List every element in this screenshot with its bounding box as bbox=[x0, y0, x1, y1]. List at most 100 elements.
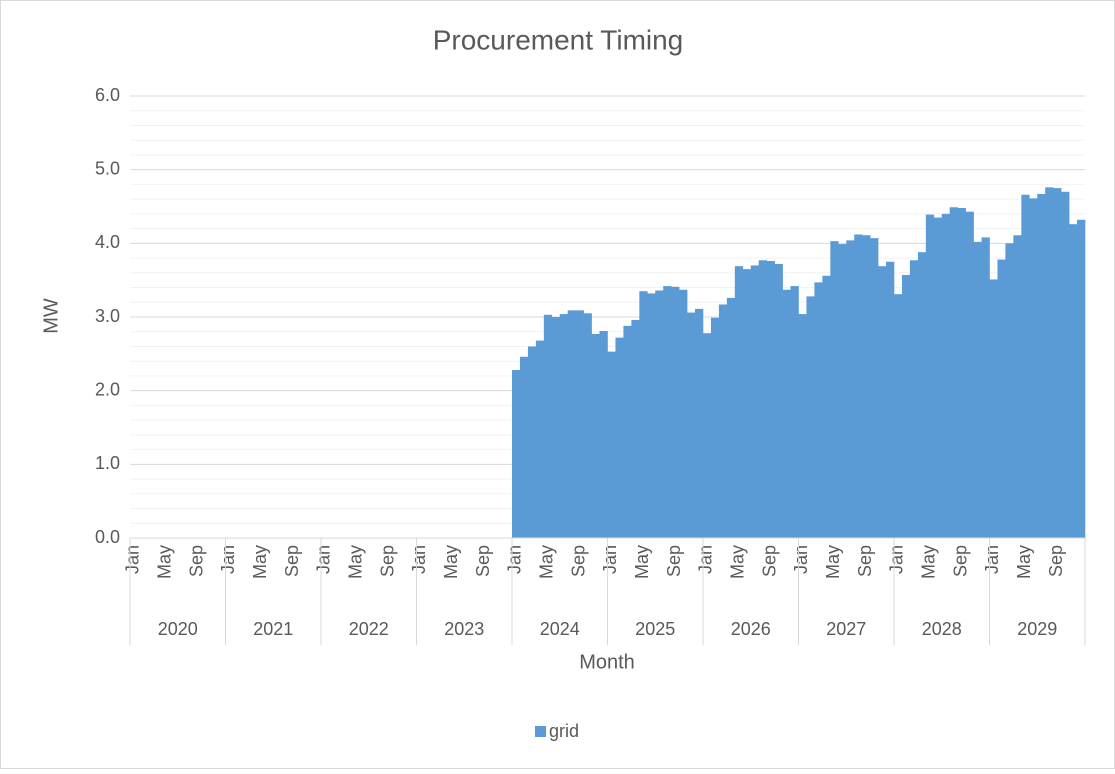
bar bbox=[758, 260, 767, 538]
bar bbox=[599, 330, 608, 538]
bar bbox=[718, 304, 728, 538]
y-tick-label: 1.0 bbox=[95, 453, 120, 473]
bar bbox=[543, 314, 553, 538]
group-label: 2026 bbox=[731, 619, 771, 639]
x-tick-label: May bbox=[1014, 545, 1034, 579]
bar bbox=[981, 237, 990, 538]
bar bbox=[591, 333, 600, 538]
bar bbox=[527, 346, 537, 538]
chart-title: Procurement Timing bbox=[433, 24, 684, 55]
x-tick-label: Sep bbox=[1046, 545, 1066, 577]
bar bbox=[790, 286, 799, 538]
group-label: 2022 bbox=[349, 619, 389, 639]
bar bbox=[559, 314, 569, 538]
y-tick-label: 5.0 bbox=[95, 158, 120, 178]
x-tick-label: Sep bbox=[282, 545, 302, 577]
bar bbox=[551, 317, 561, 538]
bar bbox=[949, 207, 958, 538]
bar bbox=[886, 261, 895, 538]
x-tick-label: May bbox=[632, 545, 652, 579]
bar bbox=[535, 340, 545, 538]
bar bbox=[965, 211, 974, 538]
group-label: 2025 bbox=[635, 619, 675, 639]
x-tick-label: May bbox=[346, 545, 366, 579]
bar bbox=[647, 293, 656, 538]
bar bbox=[655, 290, 664, 538]
bar bbox=[1029, 198, 1038, 538]
bar bbox=[742, 269, 752, 538]
y-tick-label: 6.0 bbox=[95, 85, 120, 105]
x-tick-label: Jan bbox=[505, 545, 525, 574]
x-tick-label: Sep bbox=[186, 545, 206, 577]
bar bbox=[1069, 224, 1078, 538]
bar bbox=[798, 314, 807, 538]
x-tick-label: Sep bbox=[759, 545, 779, 577]
bar bbox=[782, 289, 791, 538]
group-label: 2021 bbox=[253, 619, 293, 639]
bar bbox=[623, 325, 632, 538]
bar bbox=[687, 312, 696, 538]
bar bbox=[870, 238, 879, 538]
bar bbox=[925, 214, 935, 538]
bar bbox=[1077, 219, 1086, 538]
bar bbox=[806, 296, 815, 538]
x-tick-label: Jan bbox=[791, 545, 811, 574]
bar bbox=[933, 217, 943, 539]
x-tick-label: May bbox=[155, 545, 175, 579]
bar bbox=[989, 279, 998, 538]
x-tick-label: Jan bbox=[409, 545, 429, 574]
group-label: 2020 bbox=[158, 619, 198, 639]
bar bbox=[750, 265, 760, 538]
bar bbox=[973, 241, 982, 539]
y-tick-label: 4.0 bbox=[95, 232, 120, 252]
bar bbox=[567, 310, 576, 538]
bar bbox=[854, 234, 863, 538]
group-label: 2027 bbox=[826, 619, 866, 639]
bar bbox=[1037, 193, 1046, 538]
x-tick-label: Jan bbox=[600, 545, 620, 574]
x-tick-label: May bbox=[919, 545, 939, 579]
bar bbox=[703, 333, 712, 538]
x-tick-label: May bbox=[823, 545, 843, 579]
x-tick-label: May bbox=[728, 545, 748, 579]
x-tick-label: Sep bbox=[664, 545, 684, 577]
bar bbox=[519, 356, 529, 538]
y-tick-label: 3.0 bbox=[95, 306, 120, 326]
x-tick-label: Jan bbox=[982, 545, 1002, 574]
bar bbox=[631, 319, 640, 538]
bar bbox=[615, 337, 624, 538]
bar bbox=[838, 244, 847, 538]
x-tick-label: May bbox=[441, 545, 461, 579]
x-tick-label: Jan bbox=[314, 545, 334, 574]
bar bbox=[726, 297, 736, 538]
bar bbox=[671, 286, 680, 538]
bar bbox=[894, 294, 903, 538]
bar bbox=[830, 241, 839, 538]
x-axis-label: Month bbox=[579, 651, 635, 673]
bar bbox=[695, 308, 704, 538]
bar bbox=[1013, 235, 1022, 539]
x-tick-label: Jan bbox=[218, 545, 238, 574]
bar bbox=[1021, 194, 1030, 539]
bar bbox=[997, 259, 1006, 538]
bar bbox=[766, 261, 775, 538]
group-label: 2024 bbox=[540, 619, 580, 639]
x-tick-label: Sep bbox=[377, 545, 397, 577]
y-axis-label: MW bbox=[40, 298, 62, 334]
bar bbox=[878, 266, 887, 538]
bar bbox=[1045, 187, 1054, 538]
bar bbox=[1053, 188, 1062, 539]
bar bbox=[862, 235, 871, 539]
bar bbox=[639, 291, 648, 538]
bar bbox=[814, 282, 823, 538]
legend-label: grid bbox=[549, 721, 579, 741]
x-tick-label: Jan bbox=[696, 545, 716, 574]
bar bbox=[575, 310, 584, 538]
group-label: 2029 bbox=[1017, 619, 1057, 639]
x-tick-label: Sep bbox=[950, 545, 970, 577]
bar bbox=[583, 313, 592, 538]
group-label: 2028 bbox=[922, 619, 962, 639]
bar bbox=[663, 286, 672, 538]
bar bbox=[774, 263, 783, 538]
